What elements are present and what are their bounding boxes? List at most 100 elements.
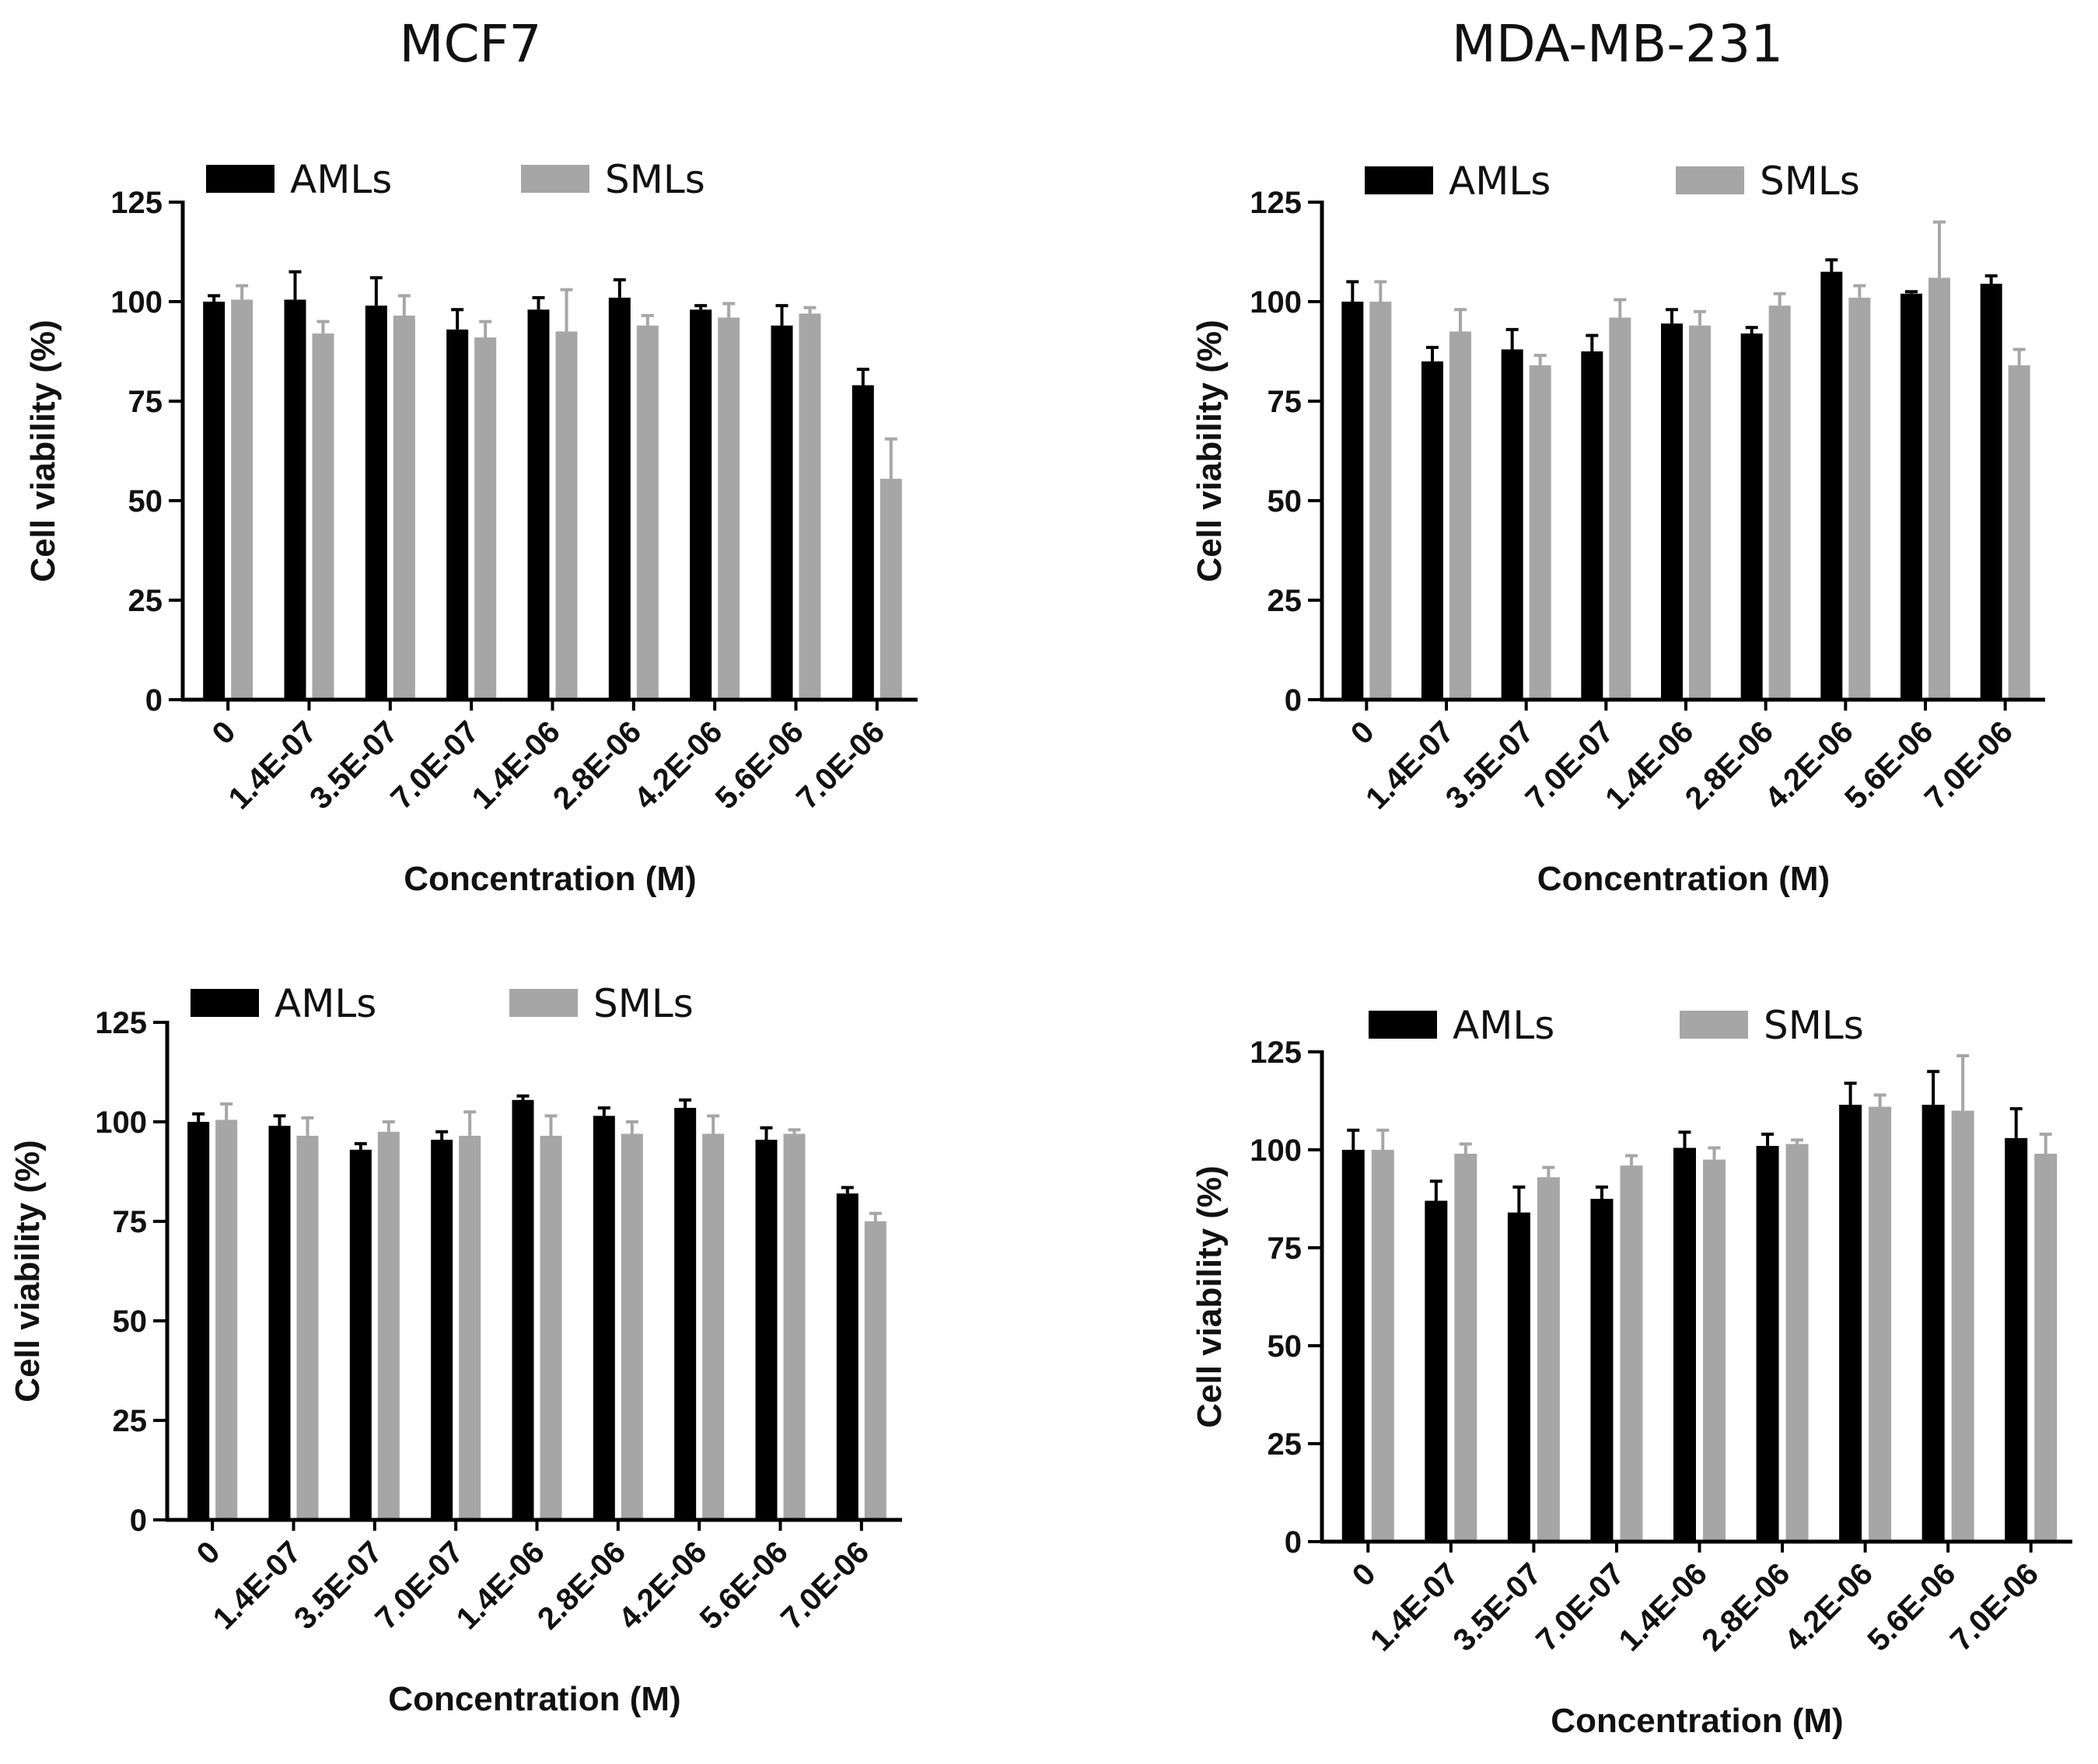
panel-title-mcf7: MCF7	[399, 14, 542, 74]
y-tick-label: 25	[113, 1404, 148, 1438]
bar-smls	[1537, 1177, 1560, 1542]
chart-bottom-right: AMLs SMLs01.4E-073.5E-077.0E-071.4E-062.8…	[1191, 1003, 2072, 1740]
x-tick-label: 7.0E-06	[790, 714, 891, 816]
y-tick-label: 50	[1268, 484, 1303, 519]
x-axis-label: Concentration (M)	[404, 860, 696, 898]
legend-label-amls: AMLs	[274, 981, 376, 1026]
bar-smls	[1449, 331, 1471, 700]
bar-smls	[1703, 1159, 1726, 1542]
y-tick-label: 0	[130, 1504, 147, 1538]
chart-top-left: AMLs SMLs01.4E-073.5E-077.0E-071.4E-062.8…	[24, 157, 918, 898]
bar-smls	[1529, 365, 1551, 700]
bar-amls	[349, 1149, 372, 1520]
bar-amls	[771, 325, 793, 700]
bar-smls	[1689, 325, 1711, 700]
y-tick-label: 125	[1250, 186, 1302, 220]
y-tick-label: 25	[1268, 1427, 1303, 1462]
legend-swatch-amls	[1369, 1011, 1437, 1039]
y-tick-label: 125	[1250, 1036, 1302, 1070]
x-axis-label: Concentration (M)	[1537, 860, 1830, 898]
bar-amls	[593, 1116, 615, 1520]
bar-amls	[1900, 293, 1922, 700]
legend-label-amls: AMLs	[290, 157, 392, 202]
bar-smls	[1785, 1144, 1809, 1542]
x-tick-label: 2.8E-06	[1679, 714, 1780, 816]
bar-smls	[377, 1131, 400, 1520]
x-axis-label: Concentration (M)	[388, 1680, 680, 1718]
bar-amls	[1581, 351, 1603, 700]
bar-amls	[1740, 333, 1763, 700]
legend-swatch-amls	[191, 989, 259, 1017]
bar-amls	[1421, 361, 1443, 700]
bar-amls	[674, 1108, 697, 1520]
bar-smls	[393, 315, 415, 700]
bar-amls	[1980, 283, 2002, 700]
y-tick-label: 25	[1268, 584, 1303, 618]
chart-bottom-left: AMLs SMLs01.4E-073.5E-077.0E-071.4E-062.8…	[9, 981, 902, 1718]
legend-swatch-smls	[1676, 166, 1744, 194]
bar-smls	[621, 1134, 643, 1520]
x-tick-label: 1.4E-06	[466, 714, 567, 816]
y-axis-label: Cell viability (%)	[1191, 320, 1229, 582]
bar-amls	[1673, 1147, 1696, 1542]
bar-smls	[540, 1135, 562, 1520]
x-tick-label: 0	[206, 714, 243, 751]
legend-swatch-smls	[521, 165, 589, 193]
bar-amls	[1661, 323, 1683, 700]
bar-smls	[312, 333, 334, 700]
bar-smls	[1848, 297, 1871, 700]
bar-smls	[2008, 365, 2030, 700]
bar-smls	[1928, 278, 1950, 700]
bar-smls	[1869, 1106, 1892, 1542]
bar-amls	[1425, 1200, 1448, 1542]
x-axis-label: Concentration (M)	[1551, 1702, 1843, 1740]
x-tick-label: 5.6E-06	[1861, 1556, 1962, 1657]
bar-amls	[284, 299, 306, 700]
y-tick-label: 75	[128, 385, 163, 419]
x-tick-label: 7.0E-07	[384, 714, 485, 816]
x-tick-label: 1.4E-06	[1613, 1556, 1714, 1657]
bar-amls	[1507, 1212, 1530, 1542]
x-tick-label: 1.4E-07	[1364, 1556, 1465, 1657]
legend-label-amls: AMLs	[1453, 1003, 1554, 1048]
bar-smls	[555, 331, 578, 700]
bar-amls	[1756, 1145, 1779, 1542]
bar-amls	[755, 1140, 778, 1520]
x-tick-label: 1.4E-07	[222, 714, 323, 816]
legend-swatch-smls	[509, 989, 578, 1017]
x-tick-label: 1.4E-07	[1359, 714, 1460, 816]
y-axis-label: Cell viability (%)	[9, 1140, 47, 1402]
bar-amls	[1820, 271, 1843, 700]
bar-amls	[1341, 302, 1364, 700]
x-tick-label: 3.5E-07	[288, 1535, 389, 1636]
legend-swatch-amls	[1365, 166, 1433, 194]
bar-smls	[459, 1135, 481, 1520]
legend-label-amls: AMLs	[1449, 159, 1551, 204]
y-tick-label: 125	[95, 1006, 147, 1040]
bar-smls	[636, 325, 659, 700]
y-axis-label: Cell viability (%)	[1191, 1165, 1229, 1427]
chart-top-right: AMLs SMLs01.4E-073.5E-077.0E-071.4E-062.8…	[1191, 159, 2045, 898]
bar-smls	[864, 1221, 886, 1520]
legend-label-smls: SMLs	[1764, 1003, 1864, 1048]
bar-smls	[215, 1120, 238, 1520]
y-tick-label: 50	[113, 1305, 148, 1339]
y-axis-label: Cell viability (%)	[24, 320, 62, 582]
legend-swatch-smls	[1680, 1011, 1748, 1039]
bar-smls	[2034, 1154, 2058, 1542]
bar-amls	[1590, 1199, 1614, 1542]
bar-smls	[1371, 1150, 1394, 1542]
x-tick-label: 7.0E-06	[1944, 1556, 2045, 1657]
y-tick-label: 50	[128, 484, 163, 519]
y-tick-label: 100	[1250, 285, 1302, 320]
x-tick-label: 0	[191, 1535, 227, 1571]
bar-amls	[2005, 1137, 2028, 1542]
x-tick-label: 7.0E-07	[1519, 714, 1621, 816]
bar-smls	[718, 317, 740, 700]
x-tick-label: 7.0E-07	[1530, 1556, 1631, 1657]
y-tick-label: 125	[110, 186, 163, 220]
bar-amls	[1921, 1105, 1945, 1542]
x-tick-label: 4.2E-06	[628, 714, 729, 816]
bar-smls	[783, 1134, 806, 1520]
bar-amls	[1341, 1150, 1365, 1542]
